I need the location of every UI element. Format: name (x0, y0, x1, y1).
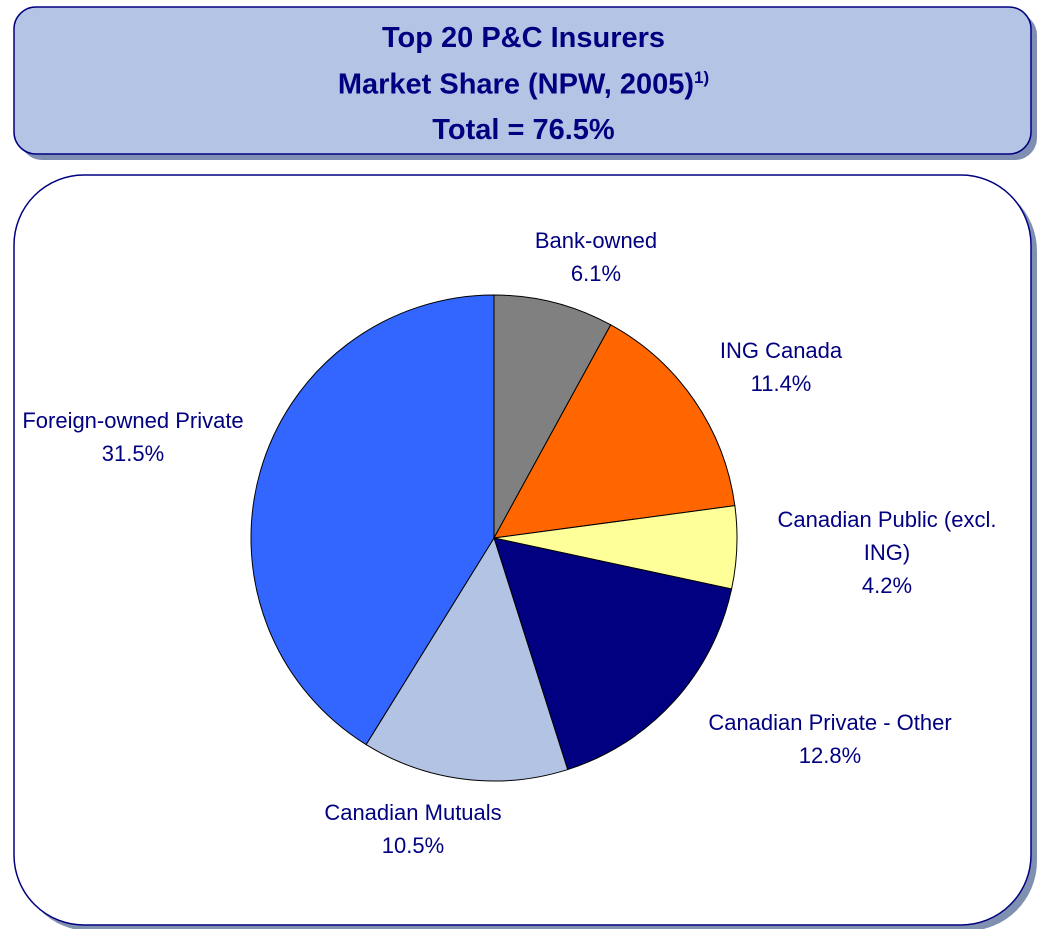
chart-title: Top 20 P&C Insurers (381, 22, 666, 54)
title-box (13, 6, 1032, 155)
pie-slice (493, 324, 736, 539)
category-label: Canadian Public (excl. ING) (777, 507, 997, 565)
value-label: 12.8% (798, 743, 862, 768)
category-label: Bank-owned (534, 228, 658, 253)
chart-subtitle: Market Share (NPW, 2005) (337, 68, 695, 101)
value-label: 31.5% (101, 441, 165, 466)
value-label: 11.4% (750, 371, 812, 396)
pie-slice (493, 294, 612, 539)
pie-slice (365, 536, 569, 782)
pie (250, 294, 738, 782)
category-label: Foreign-owned Private (22, 408, 244, 433)
slice-label: Canadian Private - Other 12.8% (680, 706, 980, 772)
footnote-marker: 1) (694, 68, 710, 87)
slice-label: Canadian Public (excl. ING) 4.2% (762, 503, 1012, 602)
category-label: ING Canada (719, 338, 843, 363)
value-label: 10.5% (381, 833, 445, 858)
slice-label: Foreign-owned Private 31.5% (18, 404, 248, 470)
category-label: Canadian Private - Other (708, 710, 952, 735)
category-label: Canadian Mutuals (324, 800, 502, 825)
chart-subtitle-line: Market Share (NPW, 2005)1) (0, 68, 1040, 102)
pie-slice (250, 294, 495, 746)
value-label: 4.2% (861, 573, 913, 598)
value-label: 6.1% (570, 261, 622, 286)
pie-slice (493, 537, 733, 771)
slice-label: Bank-owned 6.1% (496, 224, 696, 290)
slice-label: ING Canada 11.4% (671, 334, 891, 400)
total-label: Total = 76.5% (432, 114, 615, 146)
slice-label: Canadian Mutuals 10.5% (263, 796, 563, 862)
